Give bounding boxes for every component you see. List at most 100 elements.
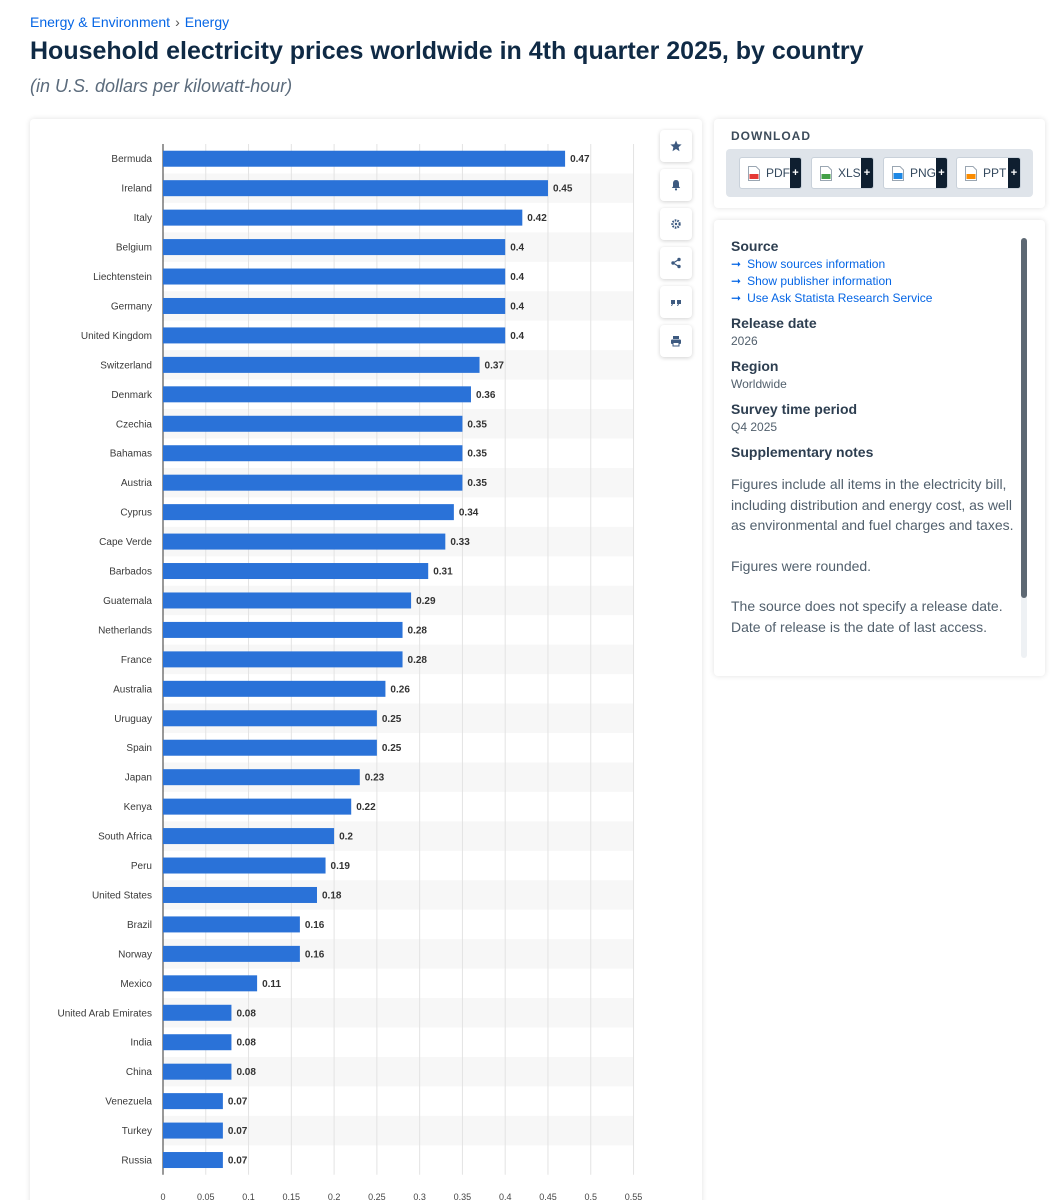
quote-icon bbox=[671, 300, 681, 306]
bar bbox=[163, 1004, 232, 1021]
download-png-button[interactable]: PNG + bbox=[883, 157, 948, 189]
bar bbox=[163, 1093, 223, 1110]
value-label: 0.07 bbox=[228, 1156, 248, 1167]
value-label: 0.4 bbox=[510, 301, 524, 312]
category-label: United Kingdom bbox=[81, 331, 152, 342]
value-label: 0.22 bbox=[356, 802, 376, 813]
value-label: 0.26 bbox=[390, 684, 410, 695]
pdf-file-icon bbox=[748, 165, 760, 181]
notification-button[interactable] bbox=[660, 169, 692, 201]
bar bbox=[163, 739, 377, 756]
statistic-details-panel: Source ➞ Show sources information ➞ Show p… bbox=[714, 220, 1045, 676]
value-label: 0.35 bbox=[467, 478, 487, 489]
chart-card: Bermuda 0.47 Ireland 0.45 Italy 0.42 Belgium 0.… bbox=[30, 119, 702, 1200]
category-label: France bbox=[121, 655, 153, 666]
print-button[interactable] bbox=[660, 325, 692, 357]
category-label: Cyprus bbox=[120, 508, 152, 519]
value-label: 0.37 bbox=[485, 360, 505, 371]
category-label: Austria bbox=[121, 478, 153, 489]
arrow-right-icon: ➞ bbox=[731, 257, 742, 271]
bar bbox=[163, 209, 523, 226]
category-label: Norway bbox=[118, 949, 152, 960]
bar bbox=[163, 239, 506, 256]
show-publisher-link[interactable]: ➞ Show publisher information bbox=[731, 274, 892, 288]
category-label: Cape Verde bbox=[99, 537, 152, 548]
download-ppt-button[interactable]: PPT + bbox=[956, 157, 1021, 189]
bar bbox=[163, 1034, 232, 1051]
value-label: 0.47 bbox=[570, 154, 590, 165]
share-button[interactable] bbox=[660, 247, 692, 279]
bar bbox=[163, 268, 506, 285]
bar bbox=[163, 474, 463, 491]
research-service-link[interactable]: ➞ Use Ask Statista Research Service bbox=[731, 291, 933, 305]
bar bbox=[163, 828, 335, 845]
category-label: Peru bbox=[131, 861, 152, 872]
category-label: Czechia bbox=[116, 419, 153, 430]
category-label: Guatemala bbox=[103, 596, 152, 607]
value-label: 0.35 bbox=[467, 449, 487, 460]
x-tick-label: 0 bbox=[160, 1192, 165, 1200]
value-label: 0.4 bbox=[510, 331, 524, 342]
value-label: 0.28 bbox=[408, 655, 428, 666]
category-label: Barbados bbox=[109, 567, 152, 578]
share-icon bbox=[671, 257, 681, 269]
category-label: Venezuela bbox=[105, 1097, 152, 1108]
source-heading: Source bbox=[731, 238, 779, 254]
note-paragraph: Figures include all items in the electri… bbox=[731, 476, 1014, 533]
value-label: 0.34 bbox=[459, 508, 479, 519]
show-sources-link[interactable]: ➞ Show sources information bbox=[731, 257, 886, 271]
category-label: Bahamas bbox=[110, 449, 152, 460]
print-icon bbox=[671, 336, 681, 347]
settings-button[interactable] bbox=[660, 208, 692, 240]
breadcrumb-separator: › bbox=[175, 14, 180, 30]
value-label: 0.45 bbox=[553, 184, 573, 195]
category-label: Australia bbox=[113, 684, 152, 695]
value-label: 0.16 bbox=[305, 949, 325, 960]
supplementary-notes-heading: Supplementary notes bbox=[731, 444, 874, 460]
favorite-button[interactable] bbox=[660, 130, 692, 162]
bar bbox=[163, 592, 412, 609]
bar bbox=[163, 798, 352, 815]
category-label: Ireland bbox=[121, 184, 152, 195]
x-tick-label: 0.25 bbox=[368, 1192, 386, 1200]
bar bbox=[163, 945, 300, 962]
value-label: 0.08 bbox=[236, 1067, 256, 1078]
page-title: Household electricity prices worldwide i… bbox=[30, 37, 864, 65]
bar bbox=[163, 327, 506, 344]
bar bbox=[163, 415, 463, 432]
category-label: Switzerland bbox=[100, 360, 152, 371]
star-icon bbox=[670, 140, 682, 152]
value-label: 0.4 bbox=[510, 243, 524, 254]
download-pdf-button[interactable]: PDF + bbox=[739, 157, 802, 189]
bar bbox=[163, 150, 566, 167]
value-label: 0.18 bbox=[322, 890, 342, 901]
note-paragraph: The source does not specify a release da… bbox=[731, 598, 1003, 635]
category-label: India bbox=[130, 1038, 152, 1049]
value-label: 0.33 bbox=[450, 537, 470, 548]
x-tick-label: 0.1 bbox=[242, 1192, 255, 1200]
arrow-right-icon: ➞ bbox=[731, 274, 742, 288]
bar bbox=[163, 1122, 223, 1139]
bar bbox=[163, 533, 446, 550]
cite-button[interactable] bbox=[660, 286, 692, 318]
note-paragraph: Figures were rounded. bbox=[731, 557, 872, 574]
arrow-right-icon: ➞ bbox=[731, 291, 742, 305]
breadcrumb-parent-link[interactable]: Energy & Environment bbox=[30, 14, 171, 30]
category-label: Turkey bbox=[122, 1126, 152, 1137]
value-label: 0.35 bbox=[467, 419, 487, 430]
row-band bbox=[163, 1056, 634, 1087]
value-label: 0.07 bbox=[228, 1126, 248, 1137]
value-label: 0.2 bbox=[339, 832, 353, 843]
category-label: Netherlands bbox=[98, 625, 152, 636]
value-label: 0.36 bbox=[476, 390, 496, 401]
download-xls-button[interactable]: XLS + bbox=[811, 157, 874, 189]
category-label: Liechtenstein bbox=[93, 272, 152, 283]
download-heading: DOWNLOAD bbox=[731, 129, 811, 143]
value-label: 0.08 bbox=[236, 1008, 256, 1019]
bar bbox=[163, 356, 480, 373]
breadcrumb-current-link[interactable]: Energy bbox=[184, 14, 230, 30]
details-scrollbar-thumb[interactable] bbox=[1021, 238, 1027, 598]
x-tick-label: 0.2 bbox=[328, 1192, 341, 1200]
value-label: 0.42 bbox=[527, 213, 547, 224]
category-label: Brazil bbox=[127, 920, 152, 931]
